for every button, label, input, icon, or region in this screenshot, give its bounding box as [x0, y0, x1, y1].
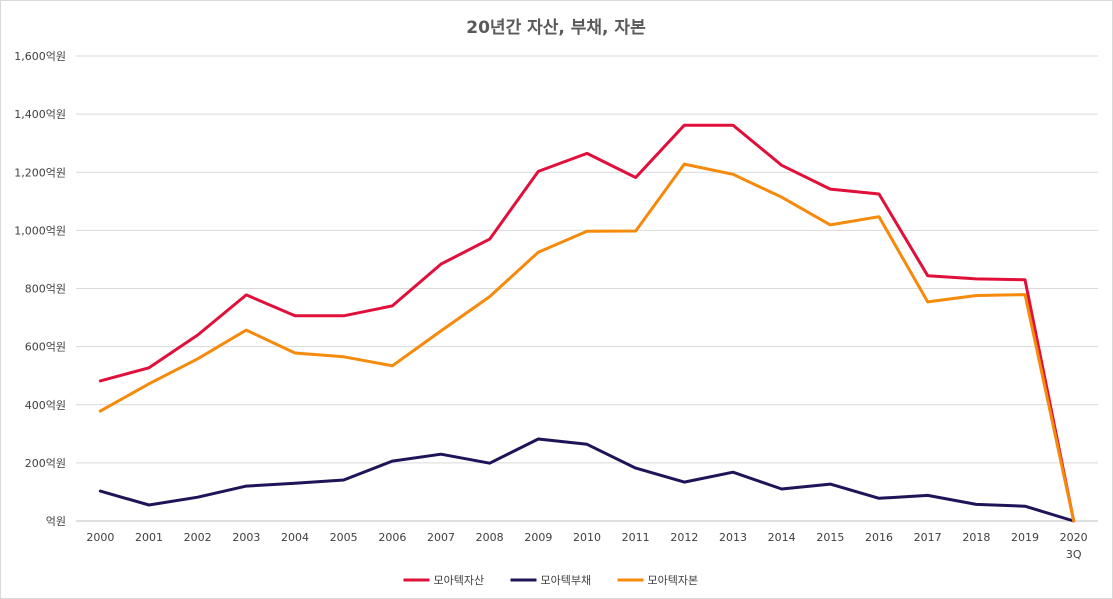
legend: 모아텍자산 모아텍부채 모아텍자본 [403, 574, 699, 587]
x-tick-label: 2009 [524, 531, 552, 544]
series-line [98, 162, 1076, 523]
x-tick-label: 2004 [281, 531, 309, 544]
x-tick-label: 2016 [865, 531, 893, 544]
x-tick-label: 2018 [962, 531, 990, 544]
legend-label: 모아텍부채 [541, 574, 592, 587]
x-tick-label: 2017 [914, 531, 942, 544]
x-tick-label: 2005 [330, 531, 358, 544]
chart-title: 20년간 자산, 부채, 자본 [466, 18, 646, 38]
x-axis: 2000 2001 2002 2003 2004 2005 2006 2007 2008 2009… [86, 531, 1087, 561]
series-lines [98, 123, 1076, 523]
gridlines [76, 55, 1098, 522]
y-tick-label: 600억원 [25, 341, 66, 354]
y-tick-label: 1,000억원 [14, 224, 66, 237]
y-tick-label: 400억원 [25, 399, 66, 412]
x-tick-label: 2015 [816, 531, 844, 544]
x-tick-label: 2008 [476, 531, 504, 544]
x-tick-label: 2010 [573, 531, 601, 544]
y-tick-label: 200억원 [25, 457, 66, 470]
x-tick-label: 2012 [670, 531, 698, 544]
legend-label: 모아텍자본 [648, 574, 699, 587]
y-tick-label: 1,400억원 [14, 108, 66, 121]
x-tick-label: 2019 [1011, 531, 1039, 544]
x-tick-label: 2007 [427, 531, 455, 544]
x-tick-label: 2003 [232, 531, 260, 544]
series-line [98, 437, 1076, 523]
series-line [98, 123, 1076, 523]
x-tick-label: 2001 [135, 531, 163, 544]
x-tick-label: 2014 [768, 531, 796, 544]
x-tick-label: 2002 [184, 531, 212, 544]
y-tick-label: 800억원 [25, 283, 66, 296]
x-tick-label: 2000 [86, 531, 114, 544]
y-tick-label: 1,600억원 [14, 50, 66, 63]
x-tick-label: 2006 [378, 531, 406, 544]
x-tick-label: 2020 3Q [1060, 531, 1088, 561]
y-axis: 억원 200억원 400억원 600억원 800억원 1,000억원 1,200억원 1,40… [14, 50, 66, 528]
y-tick-label: 억원 [46, 515, 66, 528]
x-tick-label: 2013 [719, 531, 747, 544]
legend-label: 모아텍자산 [434, 574, 485, 587]
x-tick-label: 2011 [622, 531, 650, 544]
y-tick-label: 1,200억원 [14, 166, 66, 179]
